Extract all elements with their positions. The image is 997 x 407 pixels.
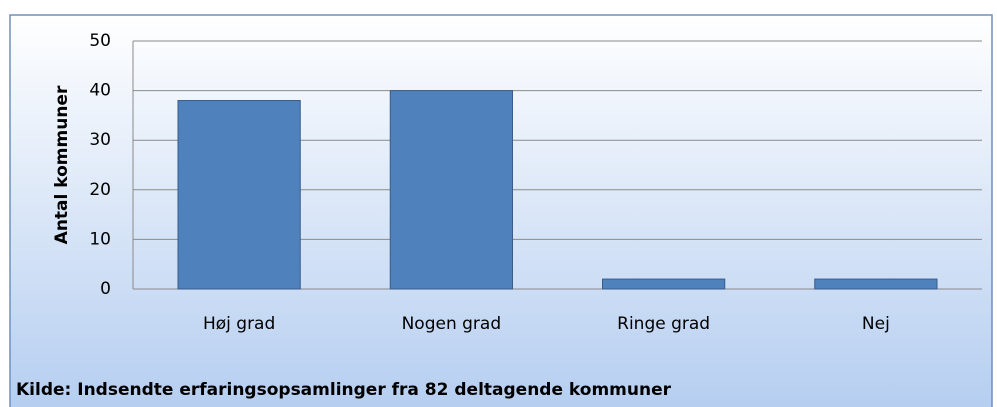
bar (177, 100, 301, 290)
bar (601, 278, 726, 290)
x-tick-label: Nogen grad (402, 314, 502, 334)
y-tick-label: 20 (89, 180, 111, 200)
y-tick-label: 30 (89, 130, 111, 150)
source-note: Kilde: Indsendte erfaringsopsamlinger fr… (16, 380, 672, 400)
y-tick-label: 10 (89, 229, 111, 249)
bar (389, 90, 514, 290)
y-tick-label: 50 (89, 31, 111, 51)
x-tick-label: Nej (862, 314, 890, 334)
y-tick-label: 40 (89, 81, 111, 101)
y-tick-label: 0 (100, 279, 111, 299)
x-tick-label: Høj grad (203, 314, 275, 334)
bar (814, 278, 938, 290)
x-tick-label: Ringe grad (617, 314, 710, 334)
y-axis-label: Antal kommuner (52, 85, 72, 244)
